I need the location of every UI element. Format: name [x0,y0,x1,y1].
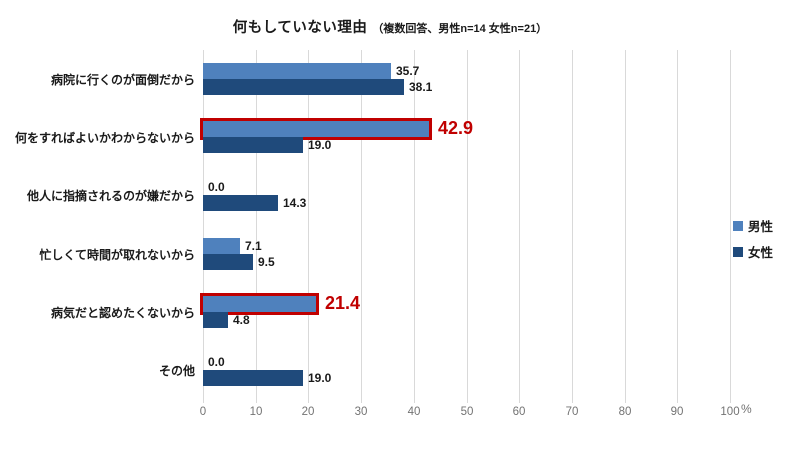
category-label: その他 [158,363,195,378]
bar-男性-4 [200,293,319,315]
value-label: 38.1 [409,80,433,94]
legend-item: 男性 [733,216,773,235]
gridline [572,50,573,403]
bar-男性-0 [203,63,391,79]
gridline [361,50,362,403]
value-label: 4.8 [233,313,250,327]
value-label: 19.0 [308,138,332,152]
chart-title: 何もしていない理由 [232,20,368,36]
x-tick-label: 20 [301,406,315,418]
x-tick-label: 40 [407,406,421,418]
x-axis-unit: % [741,402,752,416]
category-label: 病気だと認めたくないから [50,305,195,320]
bar-女性-1 [203,137,303,153]
bar-女性-3 [203,254,253,270]
gridline [467,50,468,403]
value-label: 42.9 [438,118,474,138]
x-tick-label: 50 [460,406,474,418]
value-label: 21.4 [325,293,361,313]
x-tick-label: 30 [354,406,368,418]
legend-swatch-icon [733,246,743,257]
chart-subtitle: （複数回答、男性n=14 女性n=21） [372,23,548,35]
x-tick-label: 90 [670,406,684,418]
value-label: 7.1 [245,239,262,253]
gridline [730,50,731,403]
legend-label: 男性 [748,220,774,234]
gridline [519,50,520,403]
category-label: 他人に指摘されるのが嫌だから [26,188,195,203]
x-tick-label: 10 [249,406,263,418]
gridline [308,50,309,403]
plot-area [200,50,731,403]
x-tick-label: 80 [618,406,632,418]
x-tick-label: 70 [565,406,579,418]
legend-item: 女性 [733,242,773,261]
bar-女性-2 [203,195,278,211]
bar-女性-0 [203,79,404,95]
gridline [625,50,626,403]
value-label: 0.0 [208,180,225,194]
x-tick-label: 0 [199,406,207,418]
category-label: 何をすればよいかわからないから [14,130,195,145]
bar-男性-1 [200,118,432,140]
x-tick-label: 100 [720,406,740,418]
value-label: 0.0 [208,355,225,369]
category-label: 忙しくて時間が取れないから [39,247,195,262]
legend: 男性 女性 [733,216,773,268]
value-label: 9.5 [258,255,275,269]
gridline [203,50,204,403]
bar-男性-3 [203,238,240,254]
bar-女性-5 [203,370,303,386]
value-label: 14.3 [283,196,307,210]
category-label: 病院に行くのが面倒だから [50,72,195,87]
gridline [677,50,678,403]
value-label: 35.7 [396,64,420,78]
gridline [256,50,257,403]
bar-女性-4 [203,312,228,328]
gridline [414,50,415,403]
x-tick-label: 60 [512,406,526,418]
chart-title-row: 何もしていない理由 （複数回答、男性n=14 女性n=21） [0,16,780,37]
legend-label: 女性 [748,246,774,260]
value-label: 19.0 [308,371,332,385]
legend-swatch-icon [733,220,743,231]
